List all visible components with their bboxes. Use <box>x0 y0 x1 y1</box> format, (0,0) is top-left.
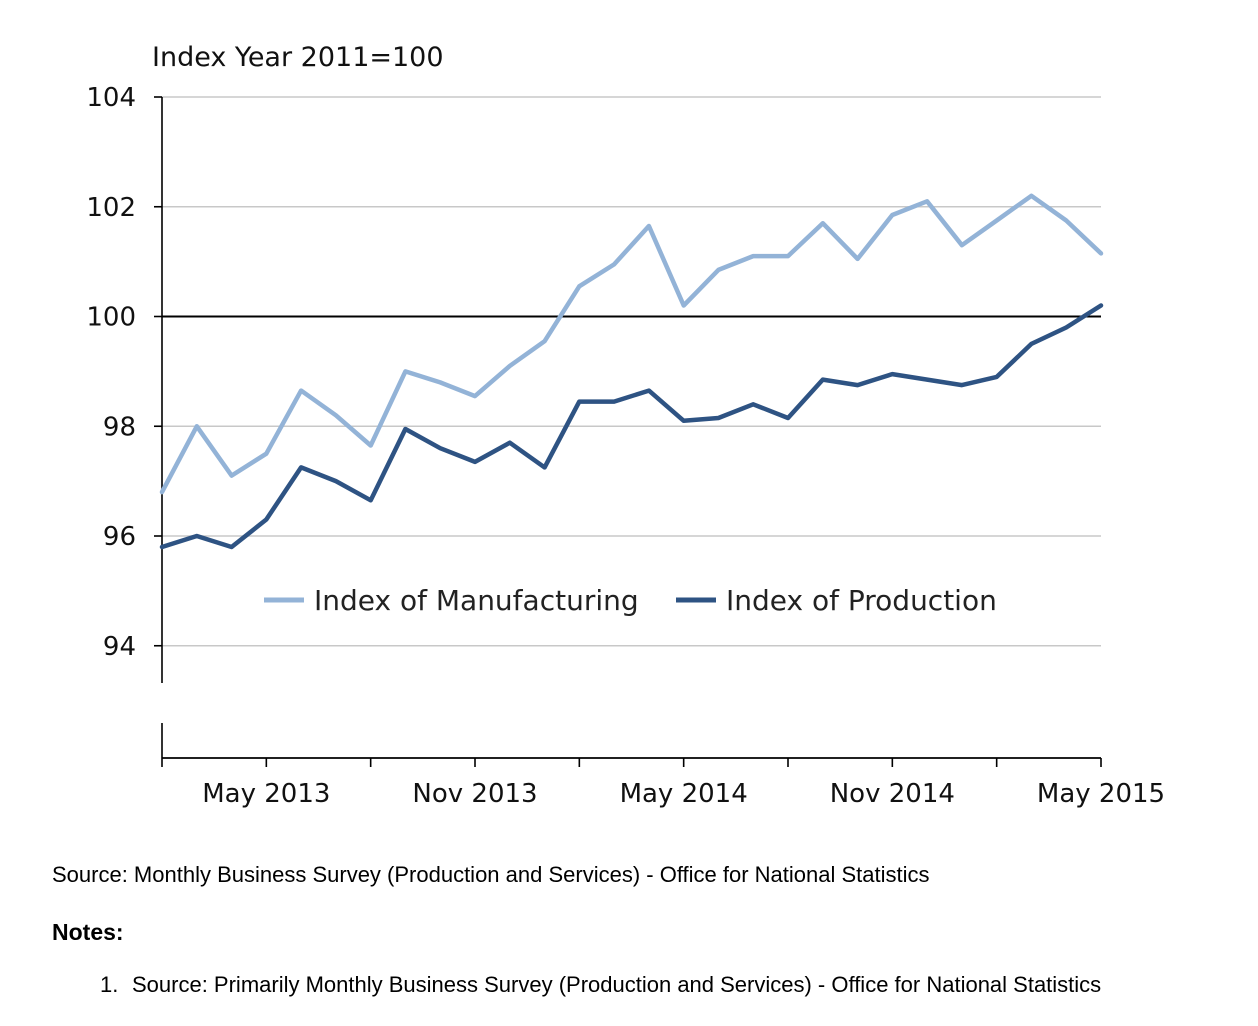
y-tick-label: 102 <box>86 193 136 223</box>
y-axis-unit-label: Index Year 2011=100 <box>152 42 444 73</box>
gridlines <box>154 96 1101 647</box>
y-tick-label: 96 <box>103 522 136 552</box>
notes-heading: Notes: <box>52 919 124 945</box>
y-tick-label: 94 <box>103 632 136 662</box>
note-number: 1. <box>100 972 119 997</box>
x-tick-label: May 2013 <box>202 779 330 809</box>
legend: Index of Manufacturing Index of Productio… <box>264 584 997 617</box>
y-tick-label: 100 <box>86 303 136 333</box>
note-text: Source: Primarily Monthly Business Surve… <box>132 972 1102 997</box>
notes-list: 1. Source: Primarily Monthly Business Sur… <box>100 972 1101 998</box>
x-tick-labels: May 2013 Nov 2013 May 2014 Nov 2014 May 2015 <box>202 779 1165 809</box>
legend-label: Index of Production <box>726 584 997 617</box>
x-tick-label: Nov 2014 <box>830 779 955 809</box>
series-line-index-of-manufacturing <box>159 193 1104 495</box>
x-tick-label: May 2014 <box>620 779 748 809</box>
y-tick-label: 104 <box>86 83 136 113</box>
y-tick-labels: 94 96 98 100 102 104 <box>86 83 136 662</box>
note-item: 1. Source: Primarily Monthly Business Sur… <box>100 972 1101 998</box>
y-tick-label: 98 <box>103 412 136 442</box>
series-lines <box>159 193 1104 550</box>
legend-label: Index of Manufacturing <box>314 584 639 617</box>
line-chart: Index Year 2011=100 94 96 98 100 102 104 May … <box>86 42 1165 809</box>
x-tick-label: May 2015 <box>1037 779 1165 809</box>
axes <box>161 97 1102 767</box>
source-note: Source: Monthly Business Survey (Product… <box>52 862 930 887</box>
x-tick-label: Nov 2013 <box>412 779 537 809</box>
series-line-index-of-production <box>159 303 1104 550</box>
